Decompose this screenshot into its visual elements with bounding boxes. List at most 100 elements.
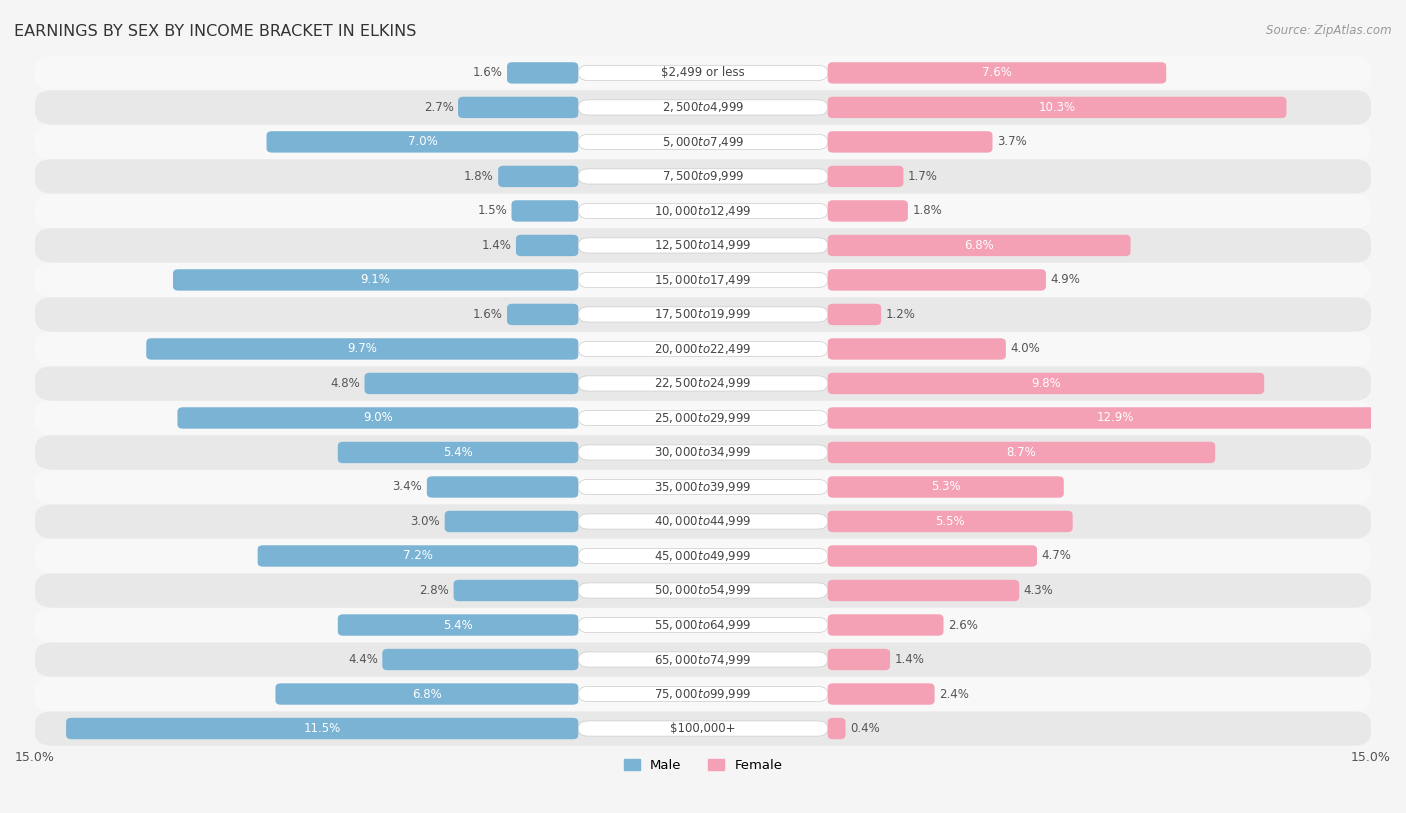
FancyBboxPatch shape [35, 642, 1371, 676]
FancyBboxPatch shape [828, 615, 943, 636]
Text: 1.6%: 1.6% [472, 308, 502, 321]
Text: $30,000 to $34,999: $30,000 to $34,999 [654, 446, 752, 459]
Text: 6.8%: 6.8% [412, 688, 441, 701]
FancyBboxPatch shape [35, 676, 1371, 711]
Text: 12.9%: 12.9% [1097, 411, 1133, 424]
Text: 2.8%: 2.8% [419, 584, 449, 597]
FancyBboxPatch shape [578, 686, 828, 702]
Text: 3.7%: 3.7% [997, 136, 1026, 149]
FancyBboxPatch shape [276, 683, 578, 705]
Text: 1.2%: 1.2% [886, 308, 915, 321]
Text: 5.3%: 5.3% [931, 480, 960, 493]
Text: 9.1%: 9.1% [361, 273, 391, 286]
Text: 10.3%: 10.3% [1039, 101, 1076, 114]
FancyBboxPatch shape [35, 539, 1371, 573]
FancyBboxPatch shape [578, 514, 828, 529]
Text: 1.8%: 1.8% [912, 204, 942, 217]
Text: $75,000 to $99,999: $75,000 to $99,999 [654, 687, 752, 701]
FancyBboxPatch shape [35, 332, 1371, 366]
Text: 4.7%: 4.7% [1042, 550, 1071, 563]
FancyBboxPatch shape [828, 546, 1038, 567]
Text: 8.7%: 8.7% [1007, 446, 1036, 459]
FancyBboxPatch shape [578, 617, 828, 633]
Text: $22,500 to $24,999: $22,500 to $24,999 [654, 376, 752, 390]
FancyBboxPatch shape [66, 718, 578, 739]
Text: 3.4%: 3.4% [392, 480, 422, 493]
Text: 4.8%: 4.8% [330, 377, 360, 390]
Text: 6.8%: 6.8% [965, 239, 994, 252]
Text: $15,000 to $17,499: $15,000 to $17,499 [654, 273, 752, 287]
Text: 1.6%: 1.6% [472, 67, 502, 80]
FancyBboxPatch shape [828, 63, 1166, 84]
FancyBboxPatch shape [444, 511, 578, 533]
FancyBboxPatch shape [364, 373, 578, 394]
FancyBboxPatch shape [498, 166, 578, 187]
FancyBboxPatch shape [828, 200, 908, 222]
FancyBboxPatch shape [146, 338, 578, 359]
Text: $35,000 to $39,999: $35,000 to $39,999 [654, 480, 752, 494]
FancyBboxPatch shape [578, 100, 828, 115]
FancyBboxPatch shape [173, 269, 578, 290]
FancyBboxPatch shape [578, 169, 828, 184]
Text: $12,500 to $14,999: $12,500 to $14,999 [654, 238, 752, 252]
FancyBboxPatch shape [267, 131, 578, 153]
Text: 4.9%: 4.9% [1050, 273, 1080, 286]
FancyBboxPatch shape [578, 480, 828, 494]
FancyBboxPatch shape [578, 411, 828, 425]
Text: 1.7%: 1.7% [908, 170, 938, 183]
FancyBboxPatch shape [35, 366, 1371, 401]
Text: Source: ZipAtlas.com: Source: ZipAtlas.com [1267, 24, 1392, 37]
FancyBboxPatch shape [35, 573, 1371, 608]
Text: 2.7%: 2.7% [423, 101, 454, 114]
Text: 9.0%: 9.0% [363, 411, 392, 424]
FancyBboxPatch shape [578, 134, 828, 150]
FancyBboxPatch shape [828, 511, 1073, 533]
Text: 11.5%: 11.5% [304, 722, 340, 735]
Text: 5.5%: 5.5% [935, 515, 965, 528]
FancyBboxPatch shape [35, 159, 1371, 193]
Text: 7.2%: 7.2% [404, 550, 433, 563]
Text: $45,000 to $49,999: $45,000 to $49,999 [654, 549, 752, 563]
FancyBboxPatch shape [35, 263, 1371, 298]
FancyBboxPatch shape [508, 304, 578, 325]
Legend: Male, Female: Male, Female [619, 754, 787, 777]
FancyBboxPatch shape [578, 652, 828, 667]
FancyBboxPatch shape [35, 608, 1371, 642]
FancyBboxPatch shape [828, 304, 882, 325]
FancyBboxPatch shape [35, 124, 1371, 159]
FancyBboxPatch shape [458, 97, 578, 118]
FancyBboxPatch shape [35, 228, 1371, 263]
FancyBboxPatch shape [35, 470, 1371, 504]
FancyBboxPatch shape [512, 200, 578, 222]
FancyBboxPatch shape [337, 615, 578, 636]
FancyBboxPatch shape [828, 338, 1005, 359]
Text: EARNINGS BY SEX BY INCOME BRACKET IN ELKINS: EARNINGS BY SEX BY INCOME BRACKET IN ELK… [14, 24, 416, 39]
Text: 0.4%: 0.4% [851, 722, 880, 735]
Text: 3.0%: 3.0% [411, 515, 440, 528]
FancyBboxPatch shape [516, 235, 578, 256]
FancyBboxPatch shape [828, 97, 1286, 118]
FancyBboxPatch shape [828, 131, 993, 153]
Text: $40,000 to $44,999: $40,000 to $44,999 [654, 515, 752, 528]
FancyBboxPatch shape [578, 583, 828, 598]
Text: $7,500 to $9,999: $7,500 to $9,999 [662, 169, 744, 184]
FancyBboxPatch shape [35, 90, 1371, 124]
FancyBboxPatch shape [828, 718, 845, 739]
Text: 4.0%: 4.0% [1011, 342, 1040, 355]
FancyBboxPatch shape [35, 401, 1371, 435]
Text: $10,000 to $12,499: $10,000 to $12,499 [654, 204, 752, 218]
Text: 4.3%: 4.3% [1024, 584, 1053, 597]
FancyBboxPatch shape [578, 549, 828, 563]
Text: 5.4%: 5.4% [443, 619, 472, 632]
FancyBboxPatch shape [828, 580, 1019, 601]
FancyBboxPatch shape [508, 63, 578, 84]
FancyBboxPatch shape [828, 235, 1130, 256]
FancyBboxPatch shape [35, 435, 1371, 470]
FancyBboxPatch shape [578, 272, 828, 288]
FancyBboxPatch shape [828, 407, 1402, 428]
FancyBboxPatch shape [454, 580, 578, 601]
FancyBboxPatch shape [578, 307, 828, 322]
Text: $100,000+: $100,000+ [671, 722, 735, 735]
FancyBboxPatch shape [828, 166, 904, 187]
Text: 1.8%: 1.8% [464, 170, 494, 183]
